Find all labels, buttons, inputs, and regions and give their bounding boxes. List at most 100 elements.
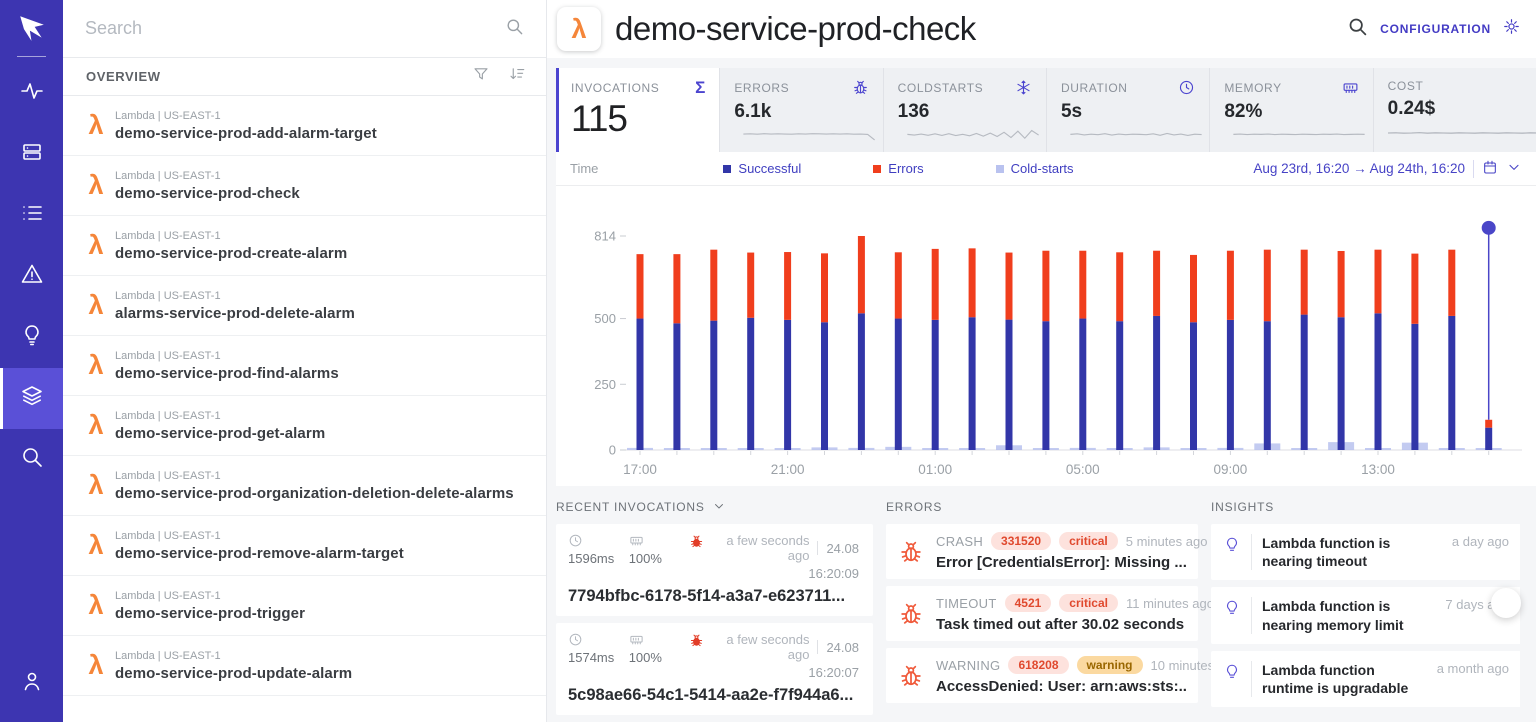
sidebar-divider — [17, 56, 46, 57]
divider — [817, 640, 819, 654]
metric-tab-label: DURATION — [1060, 80, 1128, 95]
error-ago: 11 minutes ago — [1126, 595, 1214, 611]
function-list-item[interactable]: λ Lambda | US-EAST-1 demo-service-prod-u… — [63, 636, 546, 696]
metric-tabs: INVOCATIONS Σ 115 ERRORS 6.1k COLDSTARTS… — [556, 68, 1536, 152]
function-service-region: Lambda | US-EAST-1 — [115, 649, 221, 662]
insights-title: INSIGHTS — [1211, 500, 1275, 514]
error-card[interactable]: WARNING 618208 warning 10 minutes ago Ac… — [886, 648, 1239, 703]
metric-tab-value: 0.24$ — [1387, 98, 1436, 119]
function-list-item[interactable]: λ Lambda | US-EAST-1 demo-service-prod-f… — [63, 336, 546, 396]
overview-label: OVERVIEW — [86, 69, 161, 84]
divider — [1251, 660, 1252, 698]
function-list-item[interactable]: λ Lambda | US-EAST-1 alarms-service-prod… — [63, 276, 546, 336]
legend-swatch — [723, 164, 732, 173]
bug-icon — [898, 601, 924, 627]
metric-sparkline — [1070, 132, 1202, 137]
bug-icon — [689, 534, 704, 549]
lambda-icon: λ — [88, 230, 104, 260]
search-bar — [63, 0, 546, 58]
invocation-card[interactable]: 1574ms 100% a few seconds ago 24.08 16:2… — [556, 623, 873, 715]
divider — [1251, 597, 1252, 634]
svg-text:500: 500 — [594, 311, 616, 326]
insight-card[interactable]: Lambda function is nearing timeout a day… — [1211, 524, 1520, 581]
user-icon — [20, 669, 44, 698]
function-name: alarms-service-prod-delete-alarm — [115, 304, 355, 322]
legend-errors[interactable]: Errors — [873, 161, 924, 176]
ram-icon — [1342, 79, 1359, 96]
tab-errors[interactable]: ERRORS 6.1k — [720, 68, 884, 152]
divider — [817, 541, 819, 555]
function-list-item[interactable]: λ Lambda | US-EAST-1 demo-service-prod-c… — [63, 216, 546, 276]
gear-icon[interactable] — [1503, 18, 1520, 40]
layers-icon — [20, 384, 44, 413]
function-service-region: Lambda | US-EAST-1 — [115, 229, 221, 242]
error-count-badge: 331520 — [991, 532, 1052, 550]
svg-text:05:00: 05:00 — [1066, 462, 1100, 477]
recent-invocations-header[interactable]: RECENT INVOCATIONS — [556, 497, 873, 517]
sidebar-item-activity[interactable] — [0, 63, 63, 124]
search-input[interactable] — [85, 18, 505, 39]
function-name: demo-service-prod-check — [115, 184, 300, 202]
metric-tab-label: ERRORS — [734, 80, 790, 95]
metric-tab-label: COST — [1387, 79, 1424, 93]
invocations-bar-chart[interactable]: 0 250 500 814 17:00 21:00 01:00 05:00 09:00 13:00 — [556, 186, 1536, 486]
svg-text:250: 250 — [594, 377, 616, 392]
error-card[interactable]: TIMEOUT 4521 critical 11 minutes ago Tas… — [886, 586, 1214, 641]
tab-memory[interactable]: MEMORY 82% — [1210, 68, 1374, 152]
lambda-icon: λ — [88, 590, 104, 620]
sidebar-item-alerts[interactable] — [0, 246, 63, 307]
alert-triangle-icon — [20, 262, 44, 291]
tab-coldstarts[interactable]: COLDSTARTS 136 — [883, 68, 1047, 152]
metric-sparkline — [1233, 133, 1365, 136]
invocation-ago: a few seconds ago — [726, 533, 810, 563]
function-list-item[interactable]: λ Lambda | US-EAST-1 demo-service-prod-t… — [63, 576, 546, 636]
sidebar-item-resources[interactable] — [0, 124, 63, 185]
date-range-picker[interactable]: Aug 23rd, 16:20 → Aug 24th, 16:20 — [1253, 159, 1522, 178]
sidebar-item-insights[interactable] — [0, 307, 63, 368]
svg-text:13:00: 13:00 — [1361, 462, 1395, 477]
bug-icon — [852, 79, 869, 96]
time-dropdown[interactable]: Time — [570, 161, 599, 176]
dashbird-bird-logo[interactable] — [0, 0, 63, 56]
error-card[interactable]: CRASH 331520 critical 5 minutes ago Erro… — [886, 524, 1207, 579]
sidebar-item-logs[interactable] — [0, 185, 63, 246]
error-count-badge: 618208 — [1008, 656, 1069, 674]
errors-title: ERRORS — [886, 500, 943, 514]
lambda-icon: λ — [88, 410, 104, 440]
sidebar-item-account[interactable] — [0, 653, 63, 714]
configuration-link[interactable]: CONFIGURATION — [1380, 22, 1491, 36]
error-message: AccessDenied: User: arn:aws:sts:... — [936, 678, 1186, 695]
invocation-card[interactable]: 1596ms 100% a few seconds ago 24.08 16:2… — [556, 524, 873, 616]
search-icon[interactable] — [505, 17, 524, 41]
insight-card[interactable]: Lambda function is nearing memory limit … — [1211, 587, 1520, 644]
chat-launcher-button[interactable] — [1491, 588, 1521, 618]
sidebar-item-inventory[interactable] — [0, 368, 63, 429]
function-list-item[interactable]: λ Lambda | US-EAST-1 demo-service-prod-o… — [63, 456, 546, 516]
legend-successful[interactable]: Successful — [723, 161, 801, 176]
recent-invocations-section: RECENT INVOCATIONS 1596ms 100% a few sec… — [556, 497, 873, 722]
main-content: λ demo-service-prod-check CONFIGURATION … — [547, 0, 1536, 722]
insight-card[interactable]: Lambda function runtime is upgradable a … — [1211, 650, 1520, 708]
function-name: demo-service-prod-trigger — [115, 604, 306, 622]
search-icon[interactable] — [1347, 16, 1368, 42]
metric-tab-label: COLDSTARTS — [897, 80, 984, 95]
tab-invocations[interactable]: INVOCATIONS Σ 115 — [556, 68, 721, 152]
function-list-item[interactable]: λ Lambda | US-EAST-1 demo-service-prod-a… — [63, 96, 546, 156]
function-list-item[interactable]: λ Lambda | US-EAST-1 demo-service-prod-c… — [63, 156, 546, 216]
function-name: demo-service-prod-find-alarms — [115, 364, 339, 382]
function-list-item[interactable]: λ Lambda | US-EAST-1 demo-service-prod-g… — [63, 396, 546, 456]
tab-duration[interactable]: DURATION 5s — [1046, 68, 1211, 152]
error-severity-badge: warning — [1076, 656, 1143, 674]
lightbulb-icon — [1223, 663, 1241, 681]
funnel-icon[interactable] — [472, 65, 490, 88]
function-service-region: Lambda | US-EAST-1 — [115, 349, 221, 362]
sort-desc-icon[interactable] — [508, 65, 526, 88]
sidebar-item-search[interactable] — [0, 429, 63, 490]
tab-cost[interactable]: COST 0.24$ — [1373, 68, 1536, 152]
invocation-time: 16:20:07 — [808, 665, 859, 680]
errors-section: ERRORS CRASH 331520 critical 5 minutes a… — [886, 497, 1239, 722]
function-name: demo-service-prod-add-alarm-target — [115, 124, 377, 142]
function-list-item[interactable]: λ Lambda | US-EAST-1 demo-service-prod-r… — [63, 516, 546, 576]
overview-header: OVERVIEW — [63, 58, 546, 96]
legend-cold-starts[interactable]: Cold-starts — [995, 161, 1074, 176]
